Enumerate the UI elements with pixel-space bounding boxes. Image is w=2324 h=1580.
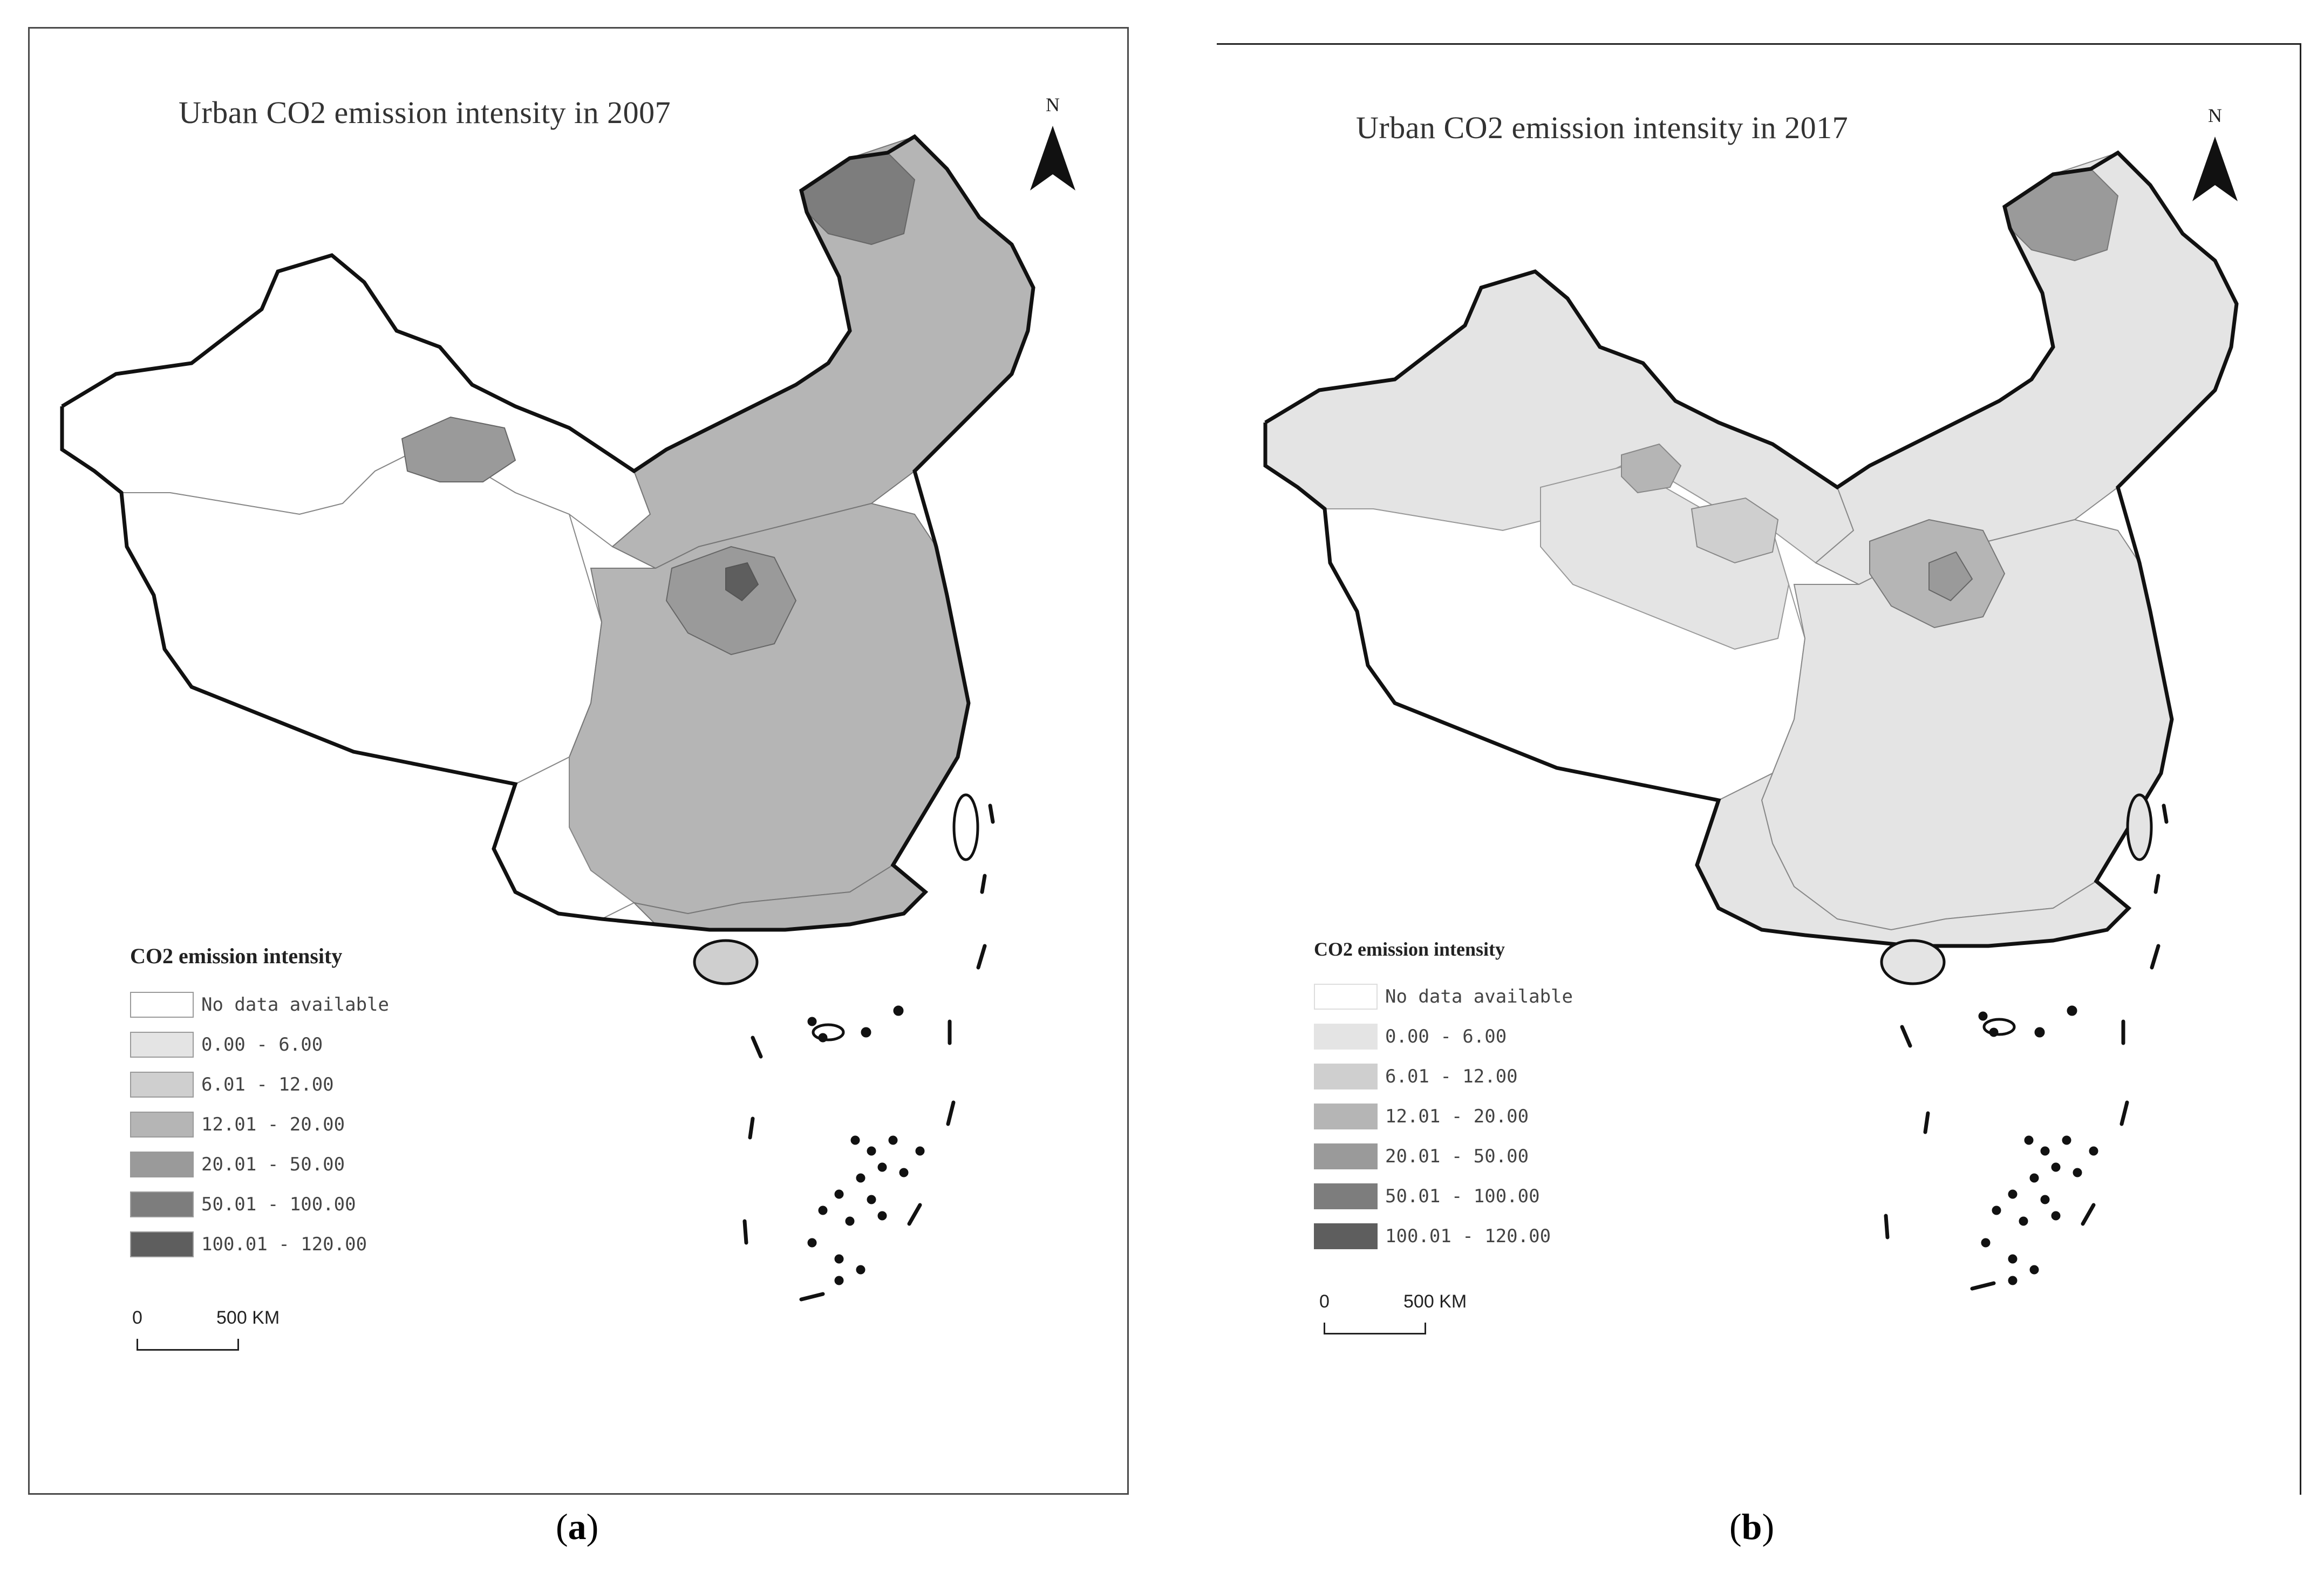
- scale-distance-label: 500 KM: [216, 1307, 280, 1328]
- map-panel-2017: Urban CO2 emission intensity in 2017 N: [1217, 43, 2301, 1495]
- legend-item: 0.00 - 6.00: [1314, 1017, 1573, 1057]
- legend-swatch: [1314, 1223, 1378, 1249]
- scale-zero-label: 0: [132, 1307, 142, 1328]
- legend-swatch: [1314, 1143, 1378, 1169]
- legend-item: 12.01 - 20.00: [130, 1105, 389, 1145]
- legend-swatch: [130, 1231, 194, 1257]
- south-sea-islands: [1884, 803, 2169, 1291]
- legend-label: 100.01 - 120.00: [1385, 1225, 1551, 1247]
- legend-item: 20.01 - 50.00: [1314, 1136, 1573, 1176]
- legend-item: 12.01 - 20.00: [1314, 1097, 1573, 1136]
- scale-bar-line: [137, 1339, 239, 1351]
- hainan-island: [1880, 939, 1946, 985]
- legend-label: 0.00 - 6.00: [1385, 1026, 1507, 1047]
- legend-swatch: [1314, 1064, 1378, 1089]
- china-map-2017: [1263, 150, 2239, 1291]
- region-hotspot: [1928, 551, 1973, 602]
- national-border: [60, 134, 1035, 932]
- legend-item: 100.01 - 120.00: [1314, 1216, 1573, 1256]
- north-label: N: [1046, 94, 1060, 115]
- legend-swatch: [130, 1191, 194, 1217]
- region-shanxi-dark: [665, 546, 797, 656]
- scale-bar: 0 500 KM: [1319, 1291, 1467, 1351]
- hainan-island: [693, 939, 759, 985]
- legend-label: 12.01 - 20.00: [201, 1114, 345, 1135]
- legend-label: 12.01 - 20.00: [1385, 1106, 1529, 1127]
- legend-swatch: [1314, 984, 1378, 1010]
- legend-label: No data available: [1385, 986, 1573, 1007]
- legend-item: 20.01 - 50.00: [130, 1145, 389, 1184]
- legend-label: 20.01 - 50.00: [1385, 1146, 1529, 1167]
- legend-label: 6.01 - 12.00: [1385, 1066, 1518, 1087]
- legend-label: 50.01 - 100.00: [201, 1194, 356, 1215]
- legend-item: No data available: [130, 985, 389, 1025]
- region-xinjiang-east: [1621, 443, 1682, 494]
- legend-swatch: [1314, 1024, 1378, 1050]
- north-arrow-icon: N: [1020, 93, 1085, 212]
- legend-swatch: [130, 992, 194, 1018]
- legend-item: 0.00 - 6.00: [130, 1025, 389, 1065]
- legend-title: CO2 emission intensity: [1314, 938, 1505, 960]
- legend-swatch: [130, 1112, 194, 1138]
- north-label: N: [2208, 105, 2222, 126]
- scale-bar-line: [1324, 1323, 1426, 1334]
- legend-title: CO2 emission intensity: [130, 944, 343, 968]
- scale-distance-label: 500 KM: [1403, 1291, 1467, 1312]
- legend-label: No data available: [201, 994, 389, 1016]
- scale-zero-label: 0: [1319, 1291, 1330, 1312]
- legend-item: 50.01 - 100.00: [130, 1184, 389, 1224]
- legend-label: 50.01 - 100.00: [1385, 1186, 1540, 1207]
- legend-items: No data available 0.00 - 6.00 6.01 - 12.…: [1314, 977, 1573, 1256]
- taiwan-island: [952, 793, 979, 861]
- north-arrow-icon: N: [2183, 104, 2247, 223]
- legend-label: 6.01 - 12.00: [201, 1074, 334, 1095]
- legend-swatch: [1314, 1104, 1378, 1129]
- map-title: Urban CO2 emission intensity in 2017: [1356, 110, 1849, 145]
- legend-item: No data available: [1314, 977, 1573, 1017]
- south-sea-islands: [742, 803, 995, 1302]
- panel-caption-a: (a): [556, 1506, 599, 1547]
- legend: CO2 emission intensity No data available…: [1314, 938, 1573, 1256]
- legend-label: 100.01 - 120.00: [201, 1234, 367, 1255]
- map-panel-2007: Urban CO2 emission intensity in 2007 N: [28, 27, 1129, 1495]
- region-xinjiang-east: [401, 416, 516, 482]
- region-hotspot: [725, 562, 759, 602]
- legend-swatch: [130, 1152, 194, 1177]
- national-border: [1263, 150, 2239, 948]
- panel-caption-b: (b): [1729, 1506, 1775, 1547]
- china-map-2007: [60, 134, 1035, 1302]
- region-gansu-mid: [1691, 497, 1779, 564]
- map-title: Urban CO2 emission intensity in 2007: [179, 95, 671, 130]
- legend-item: 6.01 - 12.00: [130, 1065, 389, 1105]
- legend-label: 0.00 - 6.00: [201, 1034, 323, 1055]
- legend-item: 50.01 - 100.00: [1314, 1176, 1573, 1216]
- legend-swatch: [1314, 1183, 1378, 1209]
- legend-item: 6.01 - 12.00: [1314, 1057, 1573, 1097]
- legend-swatch: [130, 1072, 194, 1098]
- legend-swatch: [130, 1032, 194, 1058]
- legend-item: 100.01 - 120.00: [130, 1224, 389, 1264]
- region-tibet: [120, 448, 603, 785]
- legend: CO2 emission intensity No data available…: [130, 943, 389, 1264]
- taiwan-island: [2126, 793, 2153, 861]
- legend-label: 20.01 - 50.00: [201, 1154, 345, 1175]
- scale-bar: 0 500 KM: [132, 1307, 280, 1367]
- legend-items: No data available 0.00 - 6.00 6.01 - 12.…: [130, 985, 389, 1264]
- region-qinghai-light: [1540, 465, 1790, 650]
